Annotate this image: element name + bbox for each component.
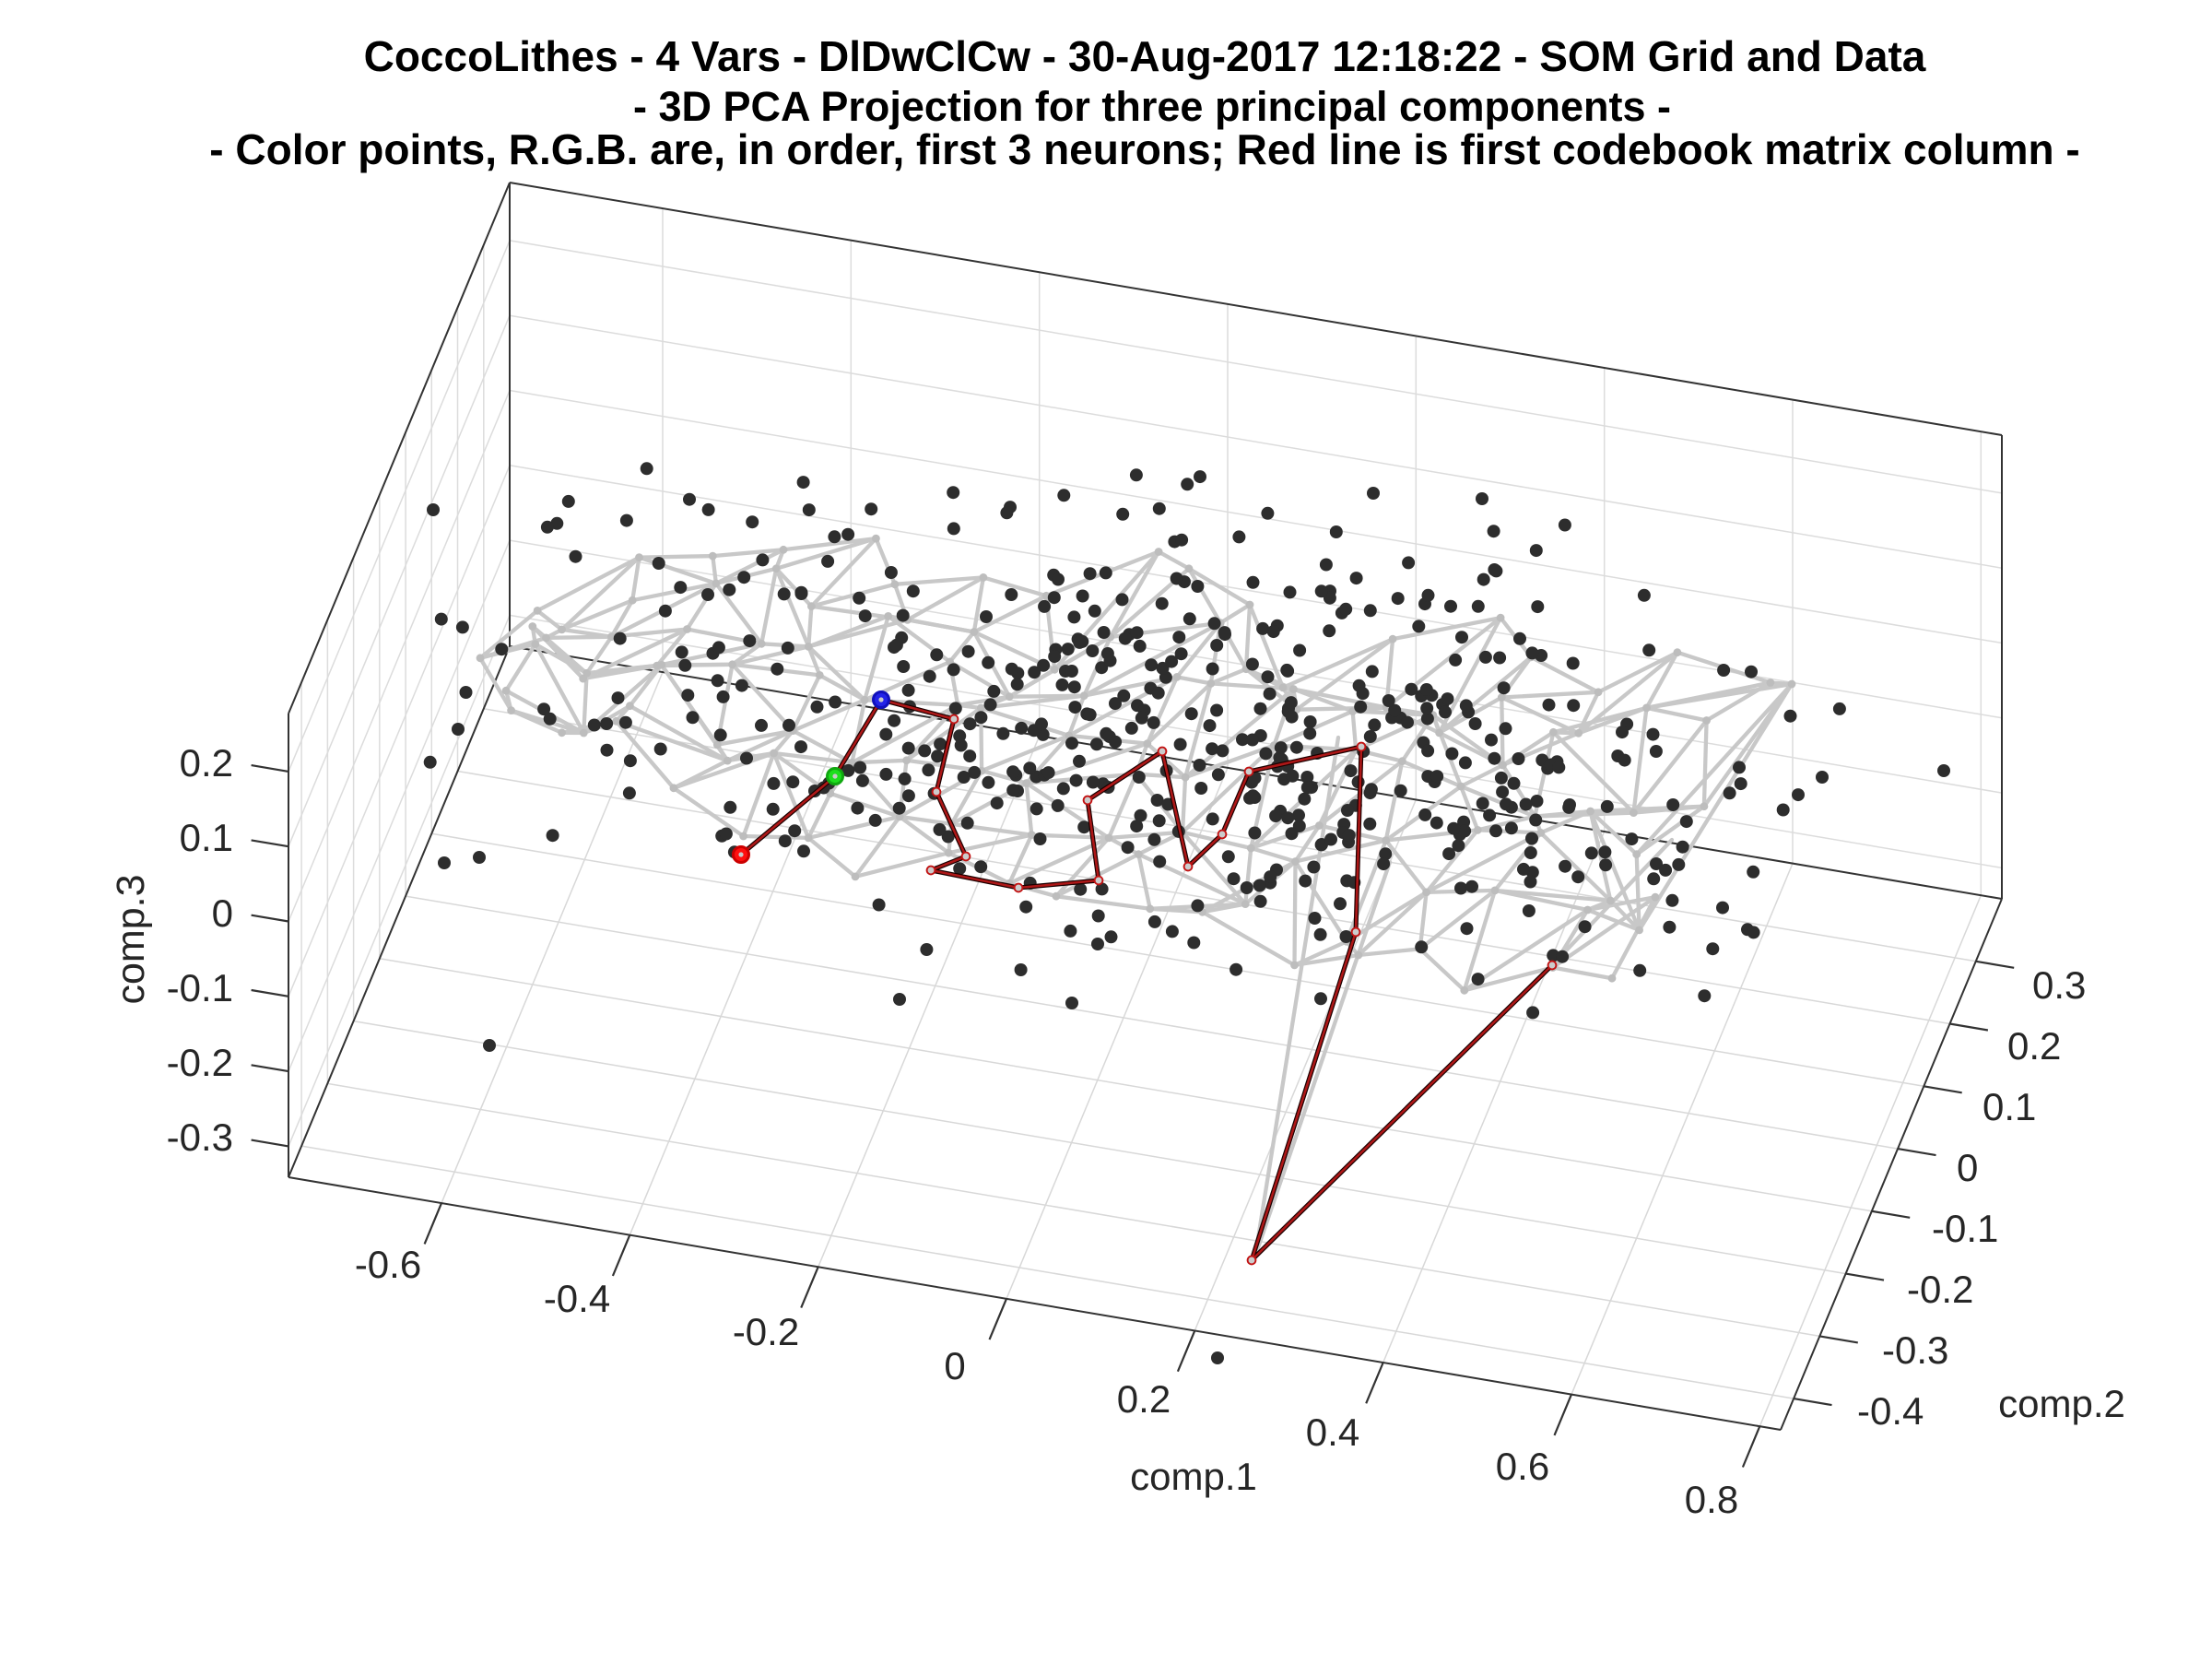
svg-text:-0.2: -0.2 [733, 1310, 799, 1353]
svg-text:CoccoLithes - 4 Vars - DlDwClC: CoccoLithes - 4 Vars - DlDwClCw - 30-Aug… [364, 32, 1926, 80]
svg-text:0.6: 0.6 [1496, 1445, 1549, 1488]
svg-text:comp.3: comp.3 [109, 874, 153, 1004]
svg-text:0.1: 0.1 [1983, 1085, 2036, 1128]
svg-text:0.8: 0.8 [1685, 1478, 1738, 1521]
svg-text:-0.1: -0.1 [1932, 1207, 1998, 1250]
svg-text:0.3: 0.3 [2032, 963, 2086, 1007]
svg-text:-0.3: -0.3 [167, 1115, 233, 1159]
svg-text:0: 0 [212, 891, 233, 935]
svg-text:0.2: 0.2 [1117, 1377, 1171, 1421]
svg-text:0: 0 [1957, 1146, 1978, 1189]
svg-text:0.4: 0.4 [1306, 1410, 1359, 1454]
svg-text:-0.1: -0.1 [167, 966, 233, 1009]
svg-text:-0.4: -0.4 [1857, 1389, 1924, 1433]
svg-text:-0.2: -0.2 [167, 1041, 233, 1084]
svg-text:comp.2: comp.2 [1998, 1382, 2125, 1425]
svg-text:0.2: 0.2 [2007, 1024, 2061, 1068]
svg-text:0: 0 [944, 1344, 965, 1387]
svg-text:0.1: 0.1 [180, 816, 233, 859]
svg-text:- 3D PCA Projection for three: - 3D PCA Projection for three principal … [633, 83, 1671, 130]
svg-text:-0.6: -0.6 [355, 1243, 421, 1286]
svg-text:-0.2: -0.2 [1907, 1268, 1973, 1311]
svg-text:-0.4: -0.4 [544, 1277, 610, 1320]
svg-text:comp.1: comp.1 [1130, 1455, 1257, 1498]
svg-text:- Color points, R.G.B. are, in: - Color points, R.G.B. are, in order, fi… [209, 125, 2079, 173]
svg-text:0.2: 0.2 [180, 741, 233, 785]
svg-text:-0.3: -0.3 [1882, 1328, 1948, 1372]
